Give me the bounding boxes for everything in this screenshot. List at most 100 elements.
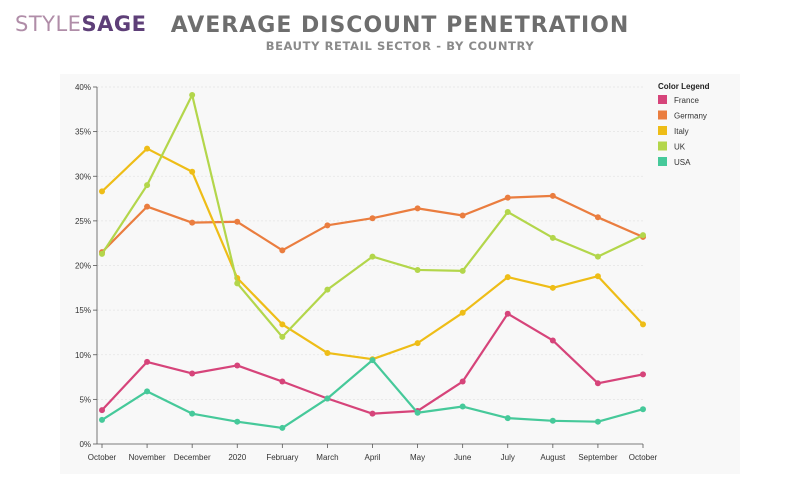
y-tick-label: 25%: [75, 217, 91, 226]
data-point: [189, 168, 196, 175]
data-point: [504, 274, 511, 281]
series-line: [101, 312, 644, 415]
data-point: [369, 253, 376, 260]
data-point: [640, 321, 646, 328]
x-tick-label: July: [501, 453, 515, 462]
data-point: [99, 407, 105, 414]
data-point: [594, 273, 601, 280]
data-point: [594, 253, 601, 260]
data-point: [459, 212, 466, 219]
legend-label: USA: [674, 158, 691, 167]
data-point: [504, 194, 511, 201]
series-uk: [99, 92, 646, 340]
x-tick-label: September: [578, 453, 617, 462]
data-point: [99, 188, 105, 195]
data-point: [324, 222, 331, 229]
data-point: [144, 388, 151, 395]
y-tick-label: 5%: [79, 395, 91, 404]
x-tick-label: November: [129, 453, 166, 462]
x-tick-label: August: [540, 453, 566, 462]
y-tick-label: 20%: [75, 262, 91, 271]
legend-swatch: [658, 157, 667, 166]
data-point: [189, 219, 196, 226]
data-point: [459, 309, 466, 316]
data-point: [414, 205, 421, 212]
data-point: [640, 406, 646, 413]
data-point: [549, 192, 556, 199]
data-point: [594, 380, 601, 387]
logo-sage-text: SAGE: [81, 12, 147, 36]
y-tick-label: 15%: [75, 306, 91, 315]
data-point: [279, 424, 286, 431]
data-point: [549, 337, 556, 344]
data-point: [459, 378, 466, 385]
legend: Color Legend France Germany Italy UK USA: [658, 82, 710, 167]
data-point: [144, 358, 151, 365]
data-point: [640, 371, 646, 378]
data-point: [99, 250, 105, 257]
series-layer: [99, 92, 646, 431]
legend-title: Color Legend: [658, 82, 710, 91]
data-point: [414, 266, 421, 273]
legend-item-france: France: [658, 95, 699, 105]
x-tick-label: 2020: [228, 453, 246, 462]
data-point: [324, 395, 331, 402]
data-point: [369, 410, 376, 417]
chart-subtitle: BEAUTY RETAIL SECTOR - BY COUNTRY: [265, 39, 535, 53]
series-line: [101, 194, 644, 253]
grid-layer: [97, 86, 643, 400]
legend-swatch: [658, 141, 667, 151]
y-tick-label: 35%: [75, 128, 91, 137]
legend-label: Germany: [674, 112, 707, 121]
data-point: [279, 378, 286, 385]
x-tick-label: March: [316, 453, 338, 462]
data-point: [279, 321, 286, 328]
data-point: [369, 215, 376, 222]
data-point: [594, 418, 601, 425]
chart-panel: [60, 74, 740, 474]
legend-item-italy: Italy: [658, 126, 689, 136]
legend-label: Italy: [674, 127, 689, 136]
y-tick-label: 30%: [75, 172, 91, 181]
data-point: [459, 267, 466, 274]
data-point: [414, 340, 421, 347]
legend-label: France: [674, 96, 699, 105]
data-point: [504, 415, 511, 422]
data-point: [189, 370, 196, 377]
legend-item-germany: Germany: [658, 110, 707, 121]
axis-layer: 0% 5% 10% 15% 20% 25% 30% 35% 40% October November…: [75, 83, 658, 462]
data-point: [234, 362, 241, 369]
series-germany: [99, 192, 646, 256]
data-point: [144, 145, 151, 152]
data-point: [144, 203, 151, 210]
data-point: [324, 286, 331, 293]
data-point: [504, 310, 511, 317]
legend-item-usa: USA: [658, 157, 691, 167]
data-point: [234, 218, 241, 225]
data-point: [234, 280, 241, 287]
legend-swatch: [658, 126, 667, 135]
data-point: [459, 403, 466, 410]
y-tick-label: 0%: [79, 440, 91, 449]
chart-title: AVERAGE DISCOUNT PENETRATION: [170, 13, 630, 38]
series-france: [99, 310, 646, 417]
x-tick-label: October: [88, 453, 117, 462]
x-tick-label: June: [454, 453, 472, 462]
data-point: [594, 214, 601, 221]
legend-item-uk: UK: [658, 141, 686, 152]
x-tick-label: December: [174, 453, 211, 462]
data-point: [504, 208, 511, 215]
x-tick-label: May: [410, 453, 425, 462]
legend-swatch: [658, 95, 667, 104]
data-point: [99, 416, 105, 423]
x-tick-label: October: [629, 453, 658, 462]
series-usa: [99, 357, 646, 431]
y-tick-label: 10%: [75, 351, 91, 360]
data-point: [414, 409, 421, 416]
data-point: [369, 357, 376, 364]
legend-label: UK: [674, 143, 686, 152]
x-tick-label: April: [364, 453, 380, 462]
y-tick-label: 40%: [75, 83, 91, 92]
